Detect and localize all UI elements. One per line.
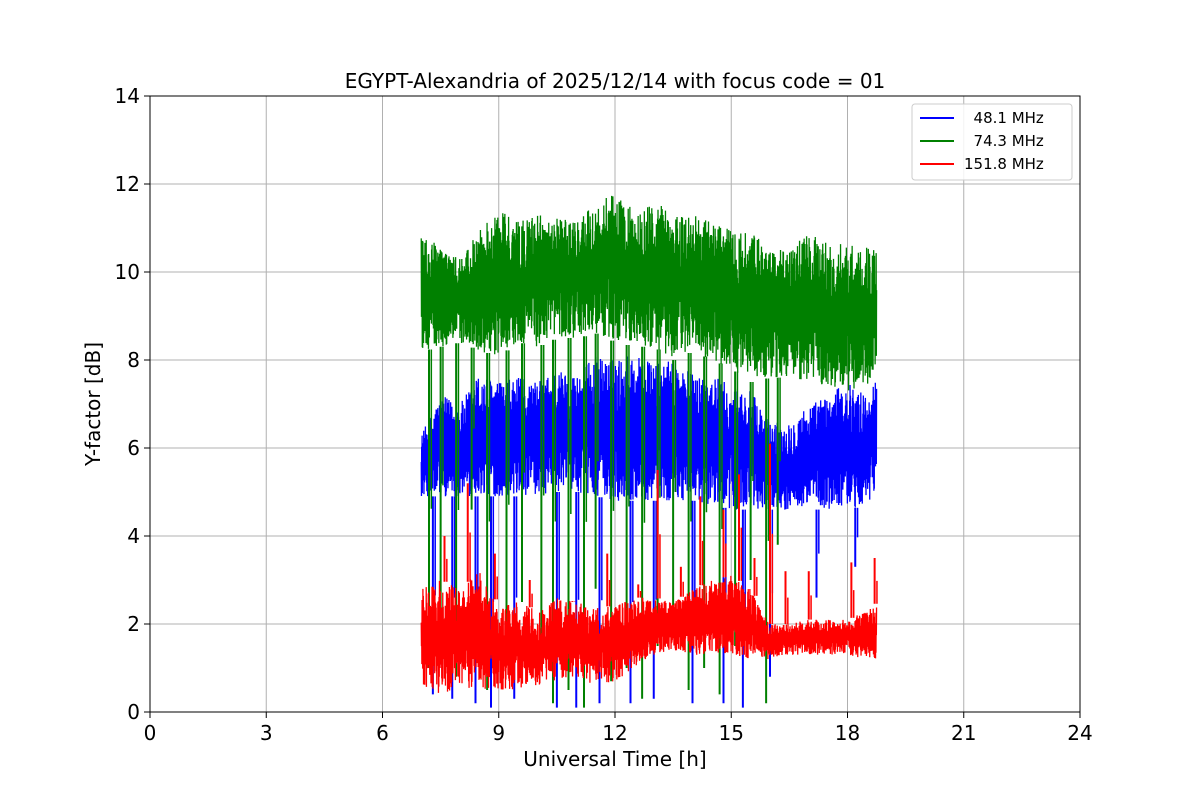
- legend-box: [911, 103, 1073, 181]
- y-tick-label: 4: [127, 524, 140, 548]
- x-tick-label: 15: [719, 721, 744, 745]
- y-tick-label: 8: [127, 348, 140, 372]
- series-line-48-1-mhz: [420, 356, 878, 510]
- x-tick-label: 18: [835, 721, 860, 745]
- chart-title: EGYPT-Alexandria of 2025/12/14 with focu…: [345, 69, 886, 93]
- x-tick-label: 21: [951, 721, 976, 745]
- x-tick-label: 24: [1067, 721, 1092, 745]
- legend-label-74-3-mhz: 74.3 MHz: [964, 132, 1044, 150]
- y-tick-label: 2: [127, 612, 140, 636]
- y-tick-label: 14: [115, 84, 140, 108]
- x-tick-label: 3: [260, 721, 273, 745]
- x-tick-label: 9: [492, 721, 505, 745]
- x-tick-label: 12: [602, 721, 627, 745]
- x-tick-label: 6: [376, 721, 389, 745]
- series-151-8-mhz: [420, 443, 878, 693]
- y-tick-label: 6: [127, 436, 140, 460]
- series-line-74-3-mhz: [420, 195, 878, 391]
- plot-area: [420, 195, 878, 708]
- y-tick-label: 0: [127, 700, 140, 724]
- y-tick-label: 10: [115, 260, 140, 284]
- series-line-151-8-mhz: [420, 573, 878, 693]
- legend-label-151-8-mhz: 151.8 MHz: [964, 155, 1044, 173]
- x-axis-title: Universal Time [h]: [523, 747, 706, 771]
- x-tick-label: 0: [144, 721, 157, 745]
- y-axis-title: Y-factor [dB]: [81, 342, 105, 467]
- legend: 48.1 MHz 74.3 MHz 151.8 MHz: [911, 103, 1073, 181]
- y-tick-label: 12: [115, 172, 140, 196]
- legend-label-48-1-mhz: 48.1 MHz: [964, 109, 1044, 127]
